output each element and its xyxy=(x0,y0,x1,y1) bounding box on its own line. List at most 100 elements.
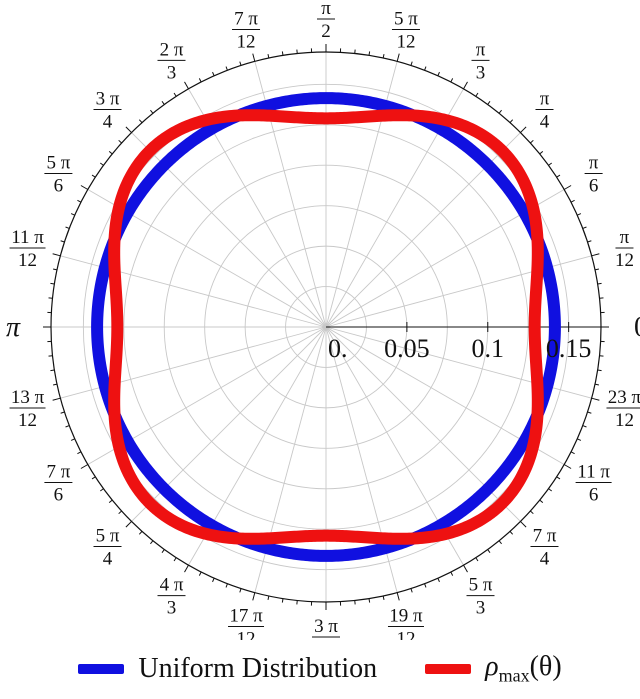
angle-minor-tick xyxy=(150,540,154,545)
angle-tick-label: 4 π3 xyxy=(157,575,186,619)
angle-minor-tick xyxy=(99,162,104,166)
angle-minor-tick xyxy=(161,549,165,554)
angle-label-numerator: 5 π xyxy=(46,153,70,174)
angle-minor-tick xyxy=(475,557,479,562)
angle-label-denominator: 12 xyxy=(615,250,634,271)
angle-tick-label: 5 π4 xyxy=(93,525,122,569)
angle-label-numerator: 17 π xyxy=(229,605,263,626)
angle-tick-label: π12 xyxy=(615,227,634,271)
angle-minor-tick xyxy=(498,540,502,545)
angle-tick-label: 7 π12 xyxy=(232,9,261,53)
angle-minor-tick xyxy=(138,531,143,535)
angle-minor-tick xyxy=(173,92,177,97)
angle-tick-label: 5 π12 xyxy=(391,9,420,53)
angle-minor-tick xyxy=(368,598,371,603)
angle-label-denominator: 4 xyxy=(540,548,550,569)
angle-tick-label: π4 xyxy=(535,89,554,133)
angle-minor-tick xyxy=(570,199,575,203)
angle-minor-tick xyxy=(150,109,154,114)
angle-label-numerator: 5 π xyxy=(394,9,418,30)
angle-major-tick xyxy=(184,564,189,573)
angle-label-numerator: π xyxy=(620,227,630,248)
angle-minor-tick xyxy=(173,557,177,562)
angle-minor-tick xyxy=(450,571,454,576)
angle-minor-tick xyxy=(65,226,70,229)
legend-swatch-uniform xyxy=(78,664,125,674)
angle-minor-tick xyxy=(50,282,55,285)
angle-tick-label: 3 π4 xyxy=(93,89,122,133)
angle-label-denominator: 4 xyxy=(103,548,113,569)
angle-minor-tick xyxy=(487,100,491,105)
angle-minor-tick xyxy=(556,174,561,178)
angle-minor-tick xyxy=(239,588,242,593)
angle-minor-tick xyxy=(548,162,553,166)
angle-major-tick xyxy=(52,397,61,401)
angle-tick-label: π3 xyxy=(471,39,490,83)
angle-minor-tick xyxy=(108,151,113,155)
angle-minor-tick xyxy=(424,583,427,588)
angle-minor-tick xyxy=(52,383,58,386)
angle-tick-label: π xyxy=(6,312,21,343)
legend-label-rho-max: ρmax(θ) xyxy=(485,651,562,686)
angle-major-tick xyxy=(80,185,89,190)
angle-minor-tick xyxy=(118,510,122,515)
angle-minor-tick xyxy=(548,488,553,492)
angle-minor-tick xyxy=(198,78,202,83)
radial-tick-label: 0. xyxy=(328,334,348,363)
angle-minor-tick xyxy=(509,119,514,123)
angle-label-numerator: 5 π xyxy=(469,575,493,596)
angle-minor-tick xyxy=(410,61,413,66)
angle-minor-tick xyxy=(597,282,602,285)
angle-minor-tick xyxy=(587,240,592,243)
angle-tick-label: 11 π12 xyxy=(9,227,46,271)
angle-minor-tick xyxy=(198,571,202,576)
legend-label-uniform: Uniform Distribution xyxy=(138,653,378,684)
angle-major-tick xyxy=(125,521,132,528)
angle-label-numerator: π xyxy=(540,89,550,110)
angle-minor-tick xyxy=(91,174,96,178)
angle-minor-tick xyxy=(582,226,587,229)
angle-label-numerator: 23 π xyxy=(608,387,640,408)
angle-label-denominator: 12 xyxy=(237,628,256,640)
angle-major-tick xyxy=(396,592,400,601)
angle-minor-tick xyxy=(52,268,58,271)
angle-label-denominator: 3 xyxy=(167,62,177,83)
angle-tick-label: 11 π6 xyxy=(575,462,612,506)
angle-tick-label: 2 π3 xyxy=(157,39,186,83)
angle-label-denominator: 12 xyxy=(18,250,37,271)
angle-minor-tick xyxy=(410,588,413,593)
angle-label-numerator: 7 π xyxy=(46,462,70,483)
angle-label-numerator: 7 π xyxy=(234,9,258,30)
angle-minor-tick xyxy=(108,499,113,503)
angle-minor-tick xyxy=(118,139,122,144)
angle-minor-tick xyxy=(597,369,602,372)
angle-minor-tick xyxy=(475,92,479,97)
angle-minor-tick xyxy=(267,53,270,59)
angle-label-numerator: 2 π xyxy=(160,39,184,60)
angle-tick-label: π6 xyxy=(584,153,603,197)
angle-label-numerator: 3 π xyxy=(96,89,120,110)
angle-major-tick xyxy=(563,185,572,190)
angle-minor-tick xyxy=(570,451,575,455)
angle-major-tick xyxy=(125,126,132,133)
angle-label-denominator: 6 xyxy=(589,485,599,506)
angle-major-tick xyxy=(396,53,400,62)
angle-minor-tick xyxy=(530,510,534,515)
angle-minor-tick xyxy=(60,240,65,243)
angle-major-tick xyxy=(463,81,468,90)
angle-major-tick xyxy=(591,397,600,401)
angle-minor-tick xyxy=(509,531,514,535)
angle-minor-tick xyxy=(267,595,270,601)
angle-major-tick xyxy=(520,126,527,133)
angle-minor-tick xyxy=(437,578,440,583)
angle-minor-tick xyxy=(239,61,242,66)
angle-minor-tick xyxy=(594,268,600,271)
angle-label-denominator: 12 xyxy=(396,32,415,53)
series-layer xyxy=(91,92,561,562)
angle-minor-tick xyxy=(582,425,587,428)
angle-major-tick xyxy=(252,592,256,601)
angle-major-tick xyxy=(184,81,189,90)
angle-minor-tick xyxy=(382,53,385,59)
